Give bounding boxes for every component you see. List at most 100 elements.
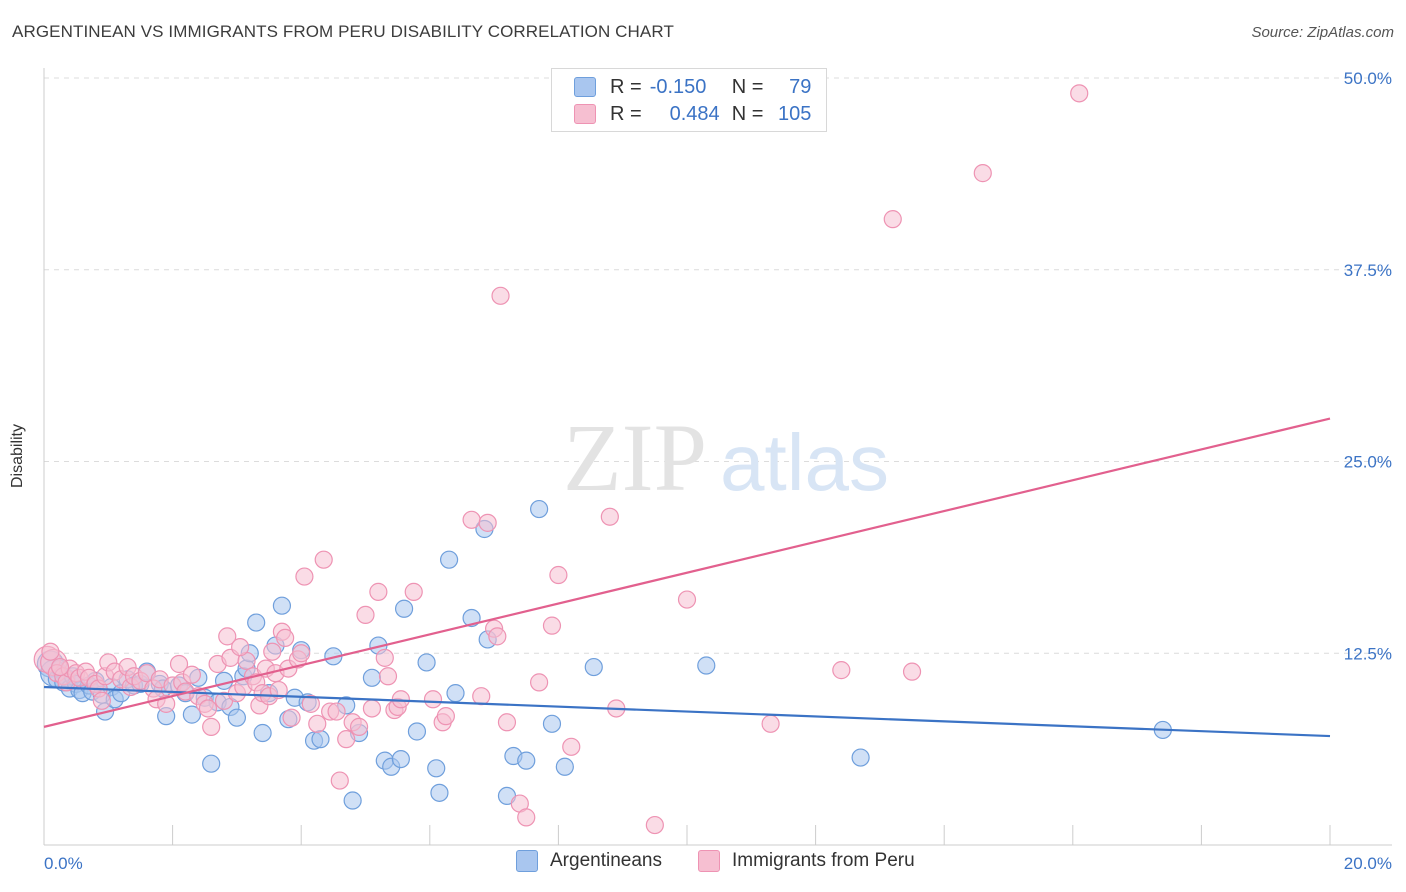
y-tick-label: 25.0%	[1344, 453, 1392, 472]
y-tick-label: 12.5%	[1344, 644, 1392, 663]
legend-item-peru[interactable]: Immigrants from Peru	[698, 850, 915, 872]
data-point-peru	[292, 644, 311, 663]
data-point-argentineans	[247, 613, 266, 632]
data-point-peru	[530, 673, 549, 692]
data-point-peru	[50, 657, 70, 677]
data-point-peru	[883, 210, 902, 229]
data-point-argentineans	[427, 759, 446, 778]
grid-lines	[44, 77, 1392, 654]
data-point-peru	[973, 164, 992, 183]
legend-label-peru: Immigrants from Peru	[732, 850, 915, 871]
data-point-peru	[1070, 84, 1089, 103]
data-point-argentineans	[407, 722, 427, 741]
data-point-peru	[375, 648, 394, 667]
trend-line-argentineans	[43, 685, 1331, 738]
data-point-argentineans	[182, 705, 201, 724]
data-point-argentineans	[343, 791, 362, 810]
data-point-argentineans	[253, 723, 272, 743]
data-point-peru	[231, 638, 250, 657]
legend-n-value: 105	[778, 102, 812, 125]
legend-r-label: R =	[610, 75, 642, 98]
legend-swatch-pink	[574, 104, 596, 124]
watermark-atlas: atlas	[720, 418, 889, 507]
data-point-argentineans	[417, 653, 436, 672]
data-point-peru	[562, 737, 581, 756]
data-point-argentineans	[362, 668, 382, 687]
legend-n-label: N =	[731, 75, 764, 98]
legend-n-value: 79	[789, 75, 812, 98]
data-point-argentineans	[439, 550, 459, 569]
legend-swatch-blue	[574, 77, 596, 97]
series-legend: Argentineans Immigrants from Peru	[0, 850, 1406, 878]
data-point-argentineans	[430, 783, 449, 802]
legend-swatch-pink	[698, 850, 720, 872]
data-point-argentineans	[391, 749, 410, 769]
watermark: ZIP atlas	[563, 404, 889, 511]
data-point-peru	[276, 628, 295, 648]
y-tick-label: 50.0%	[1344, 69, 1392, 88]
legend-n-label: N =	[731, 102, 764, 125]
y-axis-label: Disability	[9, 423, 26, 489]
data-point-peru	[391, 690, 410, 709]
data-point-peru	[218, 627, 237, 646]
data-point-argentineans	[542, 714, 562, 733]
data-point-argentineans	[555, 757, 574, 776]
data-point-peru	[404, 582, 423, 601]
watermark-zip: ZIP	[563, 404, 707, 511]
data-point-peru	[269, 680, 288, 700]
data-point-peru	[308, 714, 327, 733]
data-point-peru	[327, 702, 346, 721]
data-point-peru	[349, 717, 369, 736]
data-point-argentineans	[851, 748, 870, 767]
data-point-peru	[472, 687, 491, 706]
data-point-peru	[491, 286, 510, 305]
data-point-peru	[645, 815, 664, 835]
y-tick-label: 37.5%	[1344, 261, 1392, 280]
data-point-argentineans	[272, 596, 292, 615]
data-point-argentineans	[311, 730, 330, 749]
data-point-peru	[488, 627, 507, 646]
data-point-argentineans	[227, 708, 246, 727]
data-point-argentineans	[214, 671, 234, 690]
data-point-argentineans	[517, 751, 536, 770]
data-point-peru	[436, 707, 455, 726]
data-point-argentineans	[697, 656, 716, 675]
data-point-peru	[301, 694, 320, 713]
trend-lines	[43, 417, 1331, 738]
data-point-peru	[478, 513, 497, 532]
data-point-peru	[517, 808, 536, 827]
data-point-peru	[761, 714, 780, 733]
legend-r-label: R =	[610, 102, 642, 125]
data-point-peru	[295, 567, 314, 586]
legend-row-argentineans: R = -0.150 N = 79	[574, 75, 811, 99]
data-point-peru	[182, 665, 201, 684]
data-point-argentineans	[394, 599, 414, 618]
data-point-peru	[369, 582, 388, 601]
data-point-argentineans	[584, 657, 603, 677]
legend-label-argentineans: Argentineans	[550, 850, 662, 871]
data-point-peru	[423, 690, 443, 709]
data-point-peru	[902, 662, 922, 681]
data-point-peru	[356, 605, 375, 625]
trend-line-peru	[43, 417, 1331, 728]
chart-title: ARGENTINEAN VS IMMIGRANTS FROM PERU DISA…	[12, 22, 674, 41]
source-note: Source: ZipAtlas.com	[1251, 24, 1394, 41]
data-point-peru	[41, 642, 60, 661]
data-point-peru	[362, 699, 382, 718]
tick-labels: 12.5% 25.0% 37.5% 50.0% 0.0% 20.0%	[44, 69, 1392, 873]
data-point-peru	[378, 667, 398, 686]
data-point-peru	[600, 507, 619, 526]
legend-item-argentineans[interactable]: Argentineans	[516, 850, 662, 872]
data-point-peru	[497, 713, 517, 732]
data-point-peru	[169, 654, 189, 674]
axes	[43, 68, 1392, 846]
data-point-peru	[263, 642, 282, 661]
data-point-peru	[202, 717, 221, 736]
x-tick-label-max: 20.0%	[1344, 854, 1392, 873]
legend-swatch-blue	[516, 850, 538, 872]
data-point-peru	[198, 699, 218, 718]
data-point-peru	[542, 616, 562, 635]
data-point-peru	[337, 730, 356, 749]
data-point-peru	[549, 565, 568, 585]
